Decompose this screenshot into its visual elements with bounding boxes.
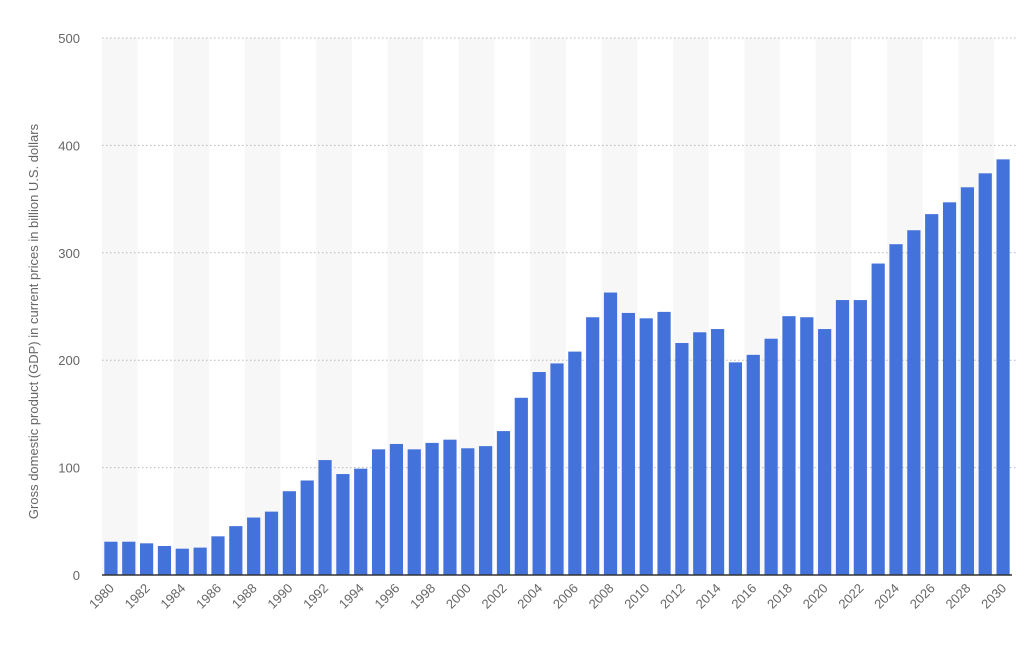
bar-2016[interactable] — [746, 354, 760, 575]
x-tick-label: 2018 — [764, 581, 795, 612]
y-tick-label: 0 — [73, 568, 80, 583]
y-tick-label: 100 — [58, 461, 80, 476]
bar-1990[interactable] — [282, 491, 296, 575]
bar-1981[interactable] — [122, 541, 136, 575]
bar-2023[interactable] — [871, 263, 885, 575]
x-tick-label: 2022 — [835, 581, 866, 612]
bar-2014[interactable] — [710, 329, 725, 575]
x-tick-label: 1988 — [229, 581, 260, 612]
bar-2015[interactable] — [728, 362, 743, 575]
x-tick-label: 1984 — [157, 581, 188, 612]
x-tick-label: 2014 — [693, 581, 724, 612]
background-band — [102, 38, 138, 575]
bar-2018[interactable] — [782, 316, 796, 575]
bar-2007[interactable] — [586, 317, 600, 575]
x-tick-label: 1986 — [193, 581, 224, 612]
x-tick-label: 2016 — [728, 581, 759, 612]
x-tick-label: 2030 — [978, 581, 1009, 612]
bar-2010[interactable] — [639, 318, 653, 575]
x-tick-label: 2002 — [479, 581, 510, 612]
bar-2020[interactable] — [818, 329, 832, 575]
bar-2001[interactable] — [479, 446, 493, 575]
bar-2028[interactable] — [960, 187, 974, 575]
bar-1998[interactable] — [425, 442, 439, 575]
y-axis-ticks: 0 100 200 300 400 500 — [58, 31, 80, 583]
y-tick-label: 400 — [58, 138, 80, 153]
bar-2013[interactable] — [693, 332, 707, 575]
x-tick-label: 1992 — [300, 581, 331, 612]
x-tick-label: 2020 — [800, 581, 831, 612]
bar-1992[interactable] — [318, 460, 332, 575]
x-tick-label: 2000 — [443, 581, 474, 612]
bar-2019[interactable] — [800, 317, 814, 575]
bar-1991[interactable] — [300, 480, 314, 575]
x-axis-ticks: 1980 1982 1984 1986 1988 1990 1992 1994 1996 1998… — [86, 581, 1009, 612]
x-tick-label: 1980 — [86, 581, 117, 612]
bar-1997[interactable] — [407, 449, 421, 575]
x-tick-label: 2028 — [942, 581, 973, 612]
bar-1995[interactable] — [371, 449, 386, 575]
bar-2022[interactable] — [853, 300, 867, 575]
bar-2005[interactable] — [550, 363, 564, 575]
bar-1994[interactable] — [354, 468, 368, 575]
x-tick-label: 2026 — [907, 581, 938, 612]
bar-2006[interactable] — [568, 351, 582, 575]
bar-1984[interactable] — [175, 548, 189, 575]
x-tick-label: 2012 — [657, 581, 688, 612]
bar-2025[interactable] — [907, 230, 921, 575]
x-tick-label: 2024 — [871, 581, 902, 612]
bar-1987[interactable] — [229, 526, 243, 575]
bar-2026[interactable] — [925, 214, 939, 576]
bar-2002[interactable] — [496, 431, 511, 575]
bar-2029[interactable] — [978, 173, 992, 575]
bar-2030[interactable] — [996, 159, 1010, 575]
x-tick-label: 1996 — [371, 581, 402, 612]
x-tick-label: 1994 — [336, 581, 367, 612]
bar-1980[interactable] — [104, 541, 118, 575]
bar-2017[interactable] — [764, 338, 778, 575]
bar-1993[interactable] — [336, 474, 350, 575]
background-band — [244, 38, 281, 575]
bar-2024[interactable] — [889, 244, 903, 575]
bar-2021[interactable] — [835, 300, 850, 575]
y-tick-label: 200 — [58, 353, 80, 368]
bar-2003[interactable] — [514, 397, 528, 575]
x-tick-label: 2004 — [514, 581, 545, 612]
bar-1986[interactable] — [211, 536, 225, 575]
bar-2008[interactable] — [603, 292, 618, 575]
x-tick-label: 2006 — [550, 581, 581, 612]
bar-1996[interactable] — [389, 443, 404, 575]
bar-1999[interactable] — [443, 439, 457, 575]
bar-2009[interactable] — [621, 312, 635, 575]
bar-2012[interactable] — [675, 343, 689, 575]
bar-1983[interactable] — [157, 546, 172, 575]
bar-1985[interactable] — [193, 547, 207, 575]
bar-1988[interactable] — [247, 517, 261, 575]
y-tick-label: 500 — [58, 31, 80, 46]
y-tick-label: 300 — [58, 246, 80, 261]
y-axis-label: Gross domestic product (GDP) in current … — [26, 123, 41, 519]
x-tick-label: 2010 — [621, 581, 652, 612]
bar-1982[interactable] — [140, 543, 154, 575]
x-tick-label: 1982 — [122, 581, 153, 612]
x-tick-label: 1990 — [264, 581, 295, 612]
bars — [104, 159, 1010, 576]
bar-2004[interactable] — [532, 372, 546, 575]
x-tick-label: 1998 — [407, 581, 438, 612]
x-tick-label: 2008 — [586, 581, 617, 612]
bar-2011[interactable] — [657, 311, 671, 575]
bar-2000[interactable] — [461, 448, 475, 575]
bar-1989[interactable] — [264, 511, 279, 575]
bar-2027[interactable] — [942, 202, 957, 575]
background-band — [173, 38, 210, 575]
